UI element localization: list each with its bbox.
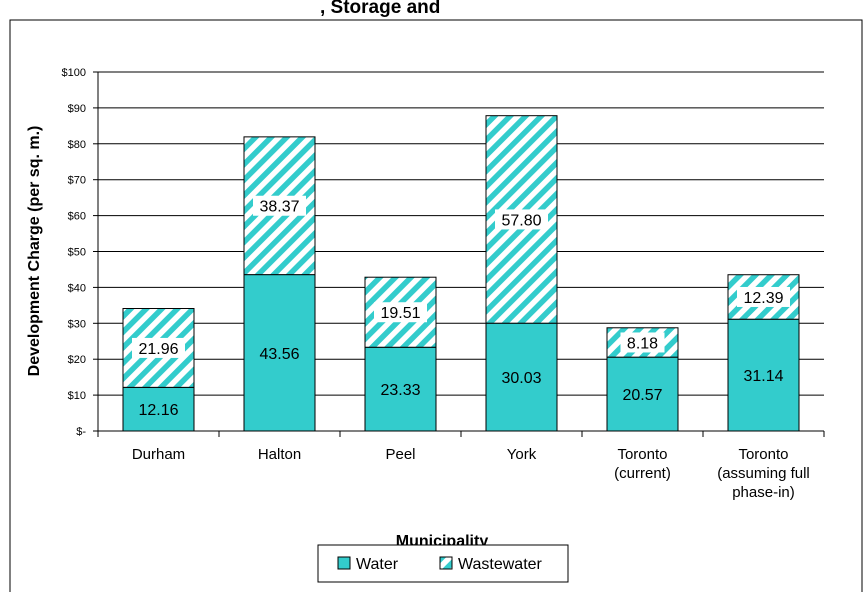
bar-water-3 bbox=[485, 322, 558, 432]
legend-item-water: Water bbox=[337, 556, 399, 573]
data-label-background bbox=[132, 337, 185, 358]
bar-water-2 bbox=[364, 346, 437, 432]
data-label-wastewater-2: 19.51 bbox=[380, 305, 420, 322]
y-axis-title: Development Charge (per sq. m.) bbox=[26, 126, 43, 377]
category-label: Toronto bbox=[617, 446, 667, 463]
title-clip-background bbox=[0, 0, 863, 19]
category-label: (assuming full bbox=[717, 465, 810, 482]
data-label-background bbox=[253, 195, 306, 216]
bar-water-5 bbox=[727, 318, 800, 432]
data-label-background bbox=[495, 209, 548, 230]
chart-title-fragment: , Storage and bbox=[320, 0, 440, 18]
legend-label-wastewater: Wastewater bbox=[458, 556, 543, 573]
category-label: Durham bbox=[132, 446, 185, 463]
category-label: Toronto bbox=[738, 446, 788, 463]
y-tick-label: $80 bbox=[68, 139, 86, 151]
y-tick-label: $100 bbox=[62, 67, 86, 79]
y-tick-label: $10 bbox=[68, 390, 86, 402]
plot-area: $- $10 $20 $30 $40 $50 $60 $70 $80 $90 $100 12.16 21… bbox=[62, 67, 825, 501]
category-label: York bbox=[507, 446, 537, 463]
data-label-water-0: 12.16 bbox=[138, 402, 178, 419]
legend-swatch-wastewater bbox=[439, 556, 453, 570]
y-tick-label: $50 bbox=[68, 247, 86, 259]
legend: Water Wastewater bbox=[317, 544, 569, 583]
category-label: phase-in) bbox=[732, 484, 795, 501]
legend-swatch-water bbox=[337, 556, 351, 570]
data-label-background bbox=[737, 286, 790, 307]
legend-item-wastewater: Wastewater bbox=[439, 556, 543, 573]
y-tick-label: $40 bbox=[68, 282, 86, 294]
data-label-wastewater-5: 12.39 bbox=[743, 290, 783, 307]
y-tick-label: $70 bbox=[68, 175, 86, 187]
chart-area-border bbox=[9, 19, 863, 592]
category-label: (current) bbox=[614, 465, 671, 482]
y-tick-label: $- bbox=[76, 426, 86, 438]
y-tick-label: $20 bbox=[68, 354, 86, 366]
data-label-wastewater-1: 38.37 bbox=[259, 199, 299, 216]
category-label: Halton bbox=[258, 446, 301, 463]
data-label-water-2: 23.33 bbox=[380, 382, 420, 399]
bar-water-4 bbox=[606, 356, 679, 432]
category-label: Peel bbox=[385, 446, 415, 463]
data-label-water-5: 31.14 bbox=[743, 368, 783, 385]
data-label-water-3: 30.03 bbox=[501, 370, 541, 387]
data-label-wastewater-4: 8.18 bbox=[627, 335, 658, 352]
y-tick-label: $60 bbox=[68, 211, 86, 223]
data-label-background bbox=[620, 332, 665, 353]
data-label-wastewater-3: 57.80 bbox=[501, 212, 541, 229]
data-label-background bbox=[374, 302, 427, 323]
legend-label-water: Water bbox=[356, 556, 399, 573]
data-label-wastewater-0: 21.96 bbox=[138, 341, 178, 358]
data-label-water-4: 20.57 bbox=[622, 387, 662, 404]
y-tick-label: $90 bbox=[68, 103, 86, 115]
data-label-water-1: 43.56 bbox=[259, 346, 299, 363]
y-tick-label: $30 bbox=[68, 318, 86, 330]
